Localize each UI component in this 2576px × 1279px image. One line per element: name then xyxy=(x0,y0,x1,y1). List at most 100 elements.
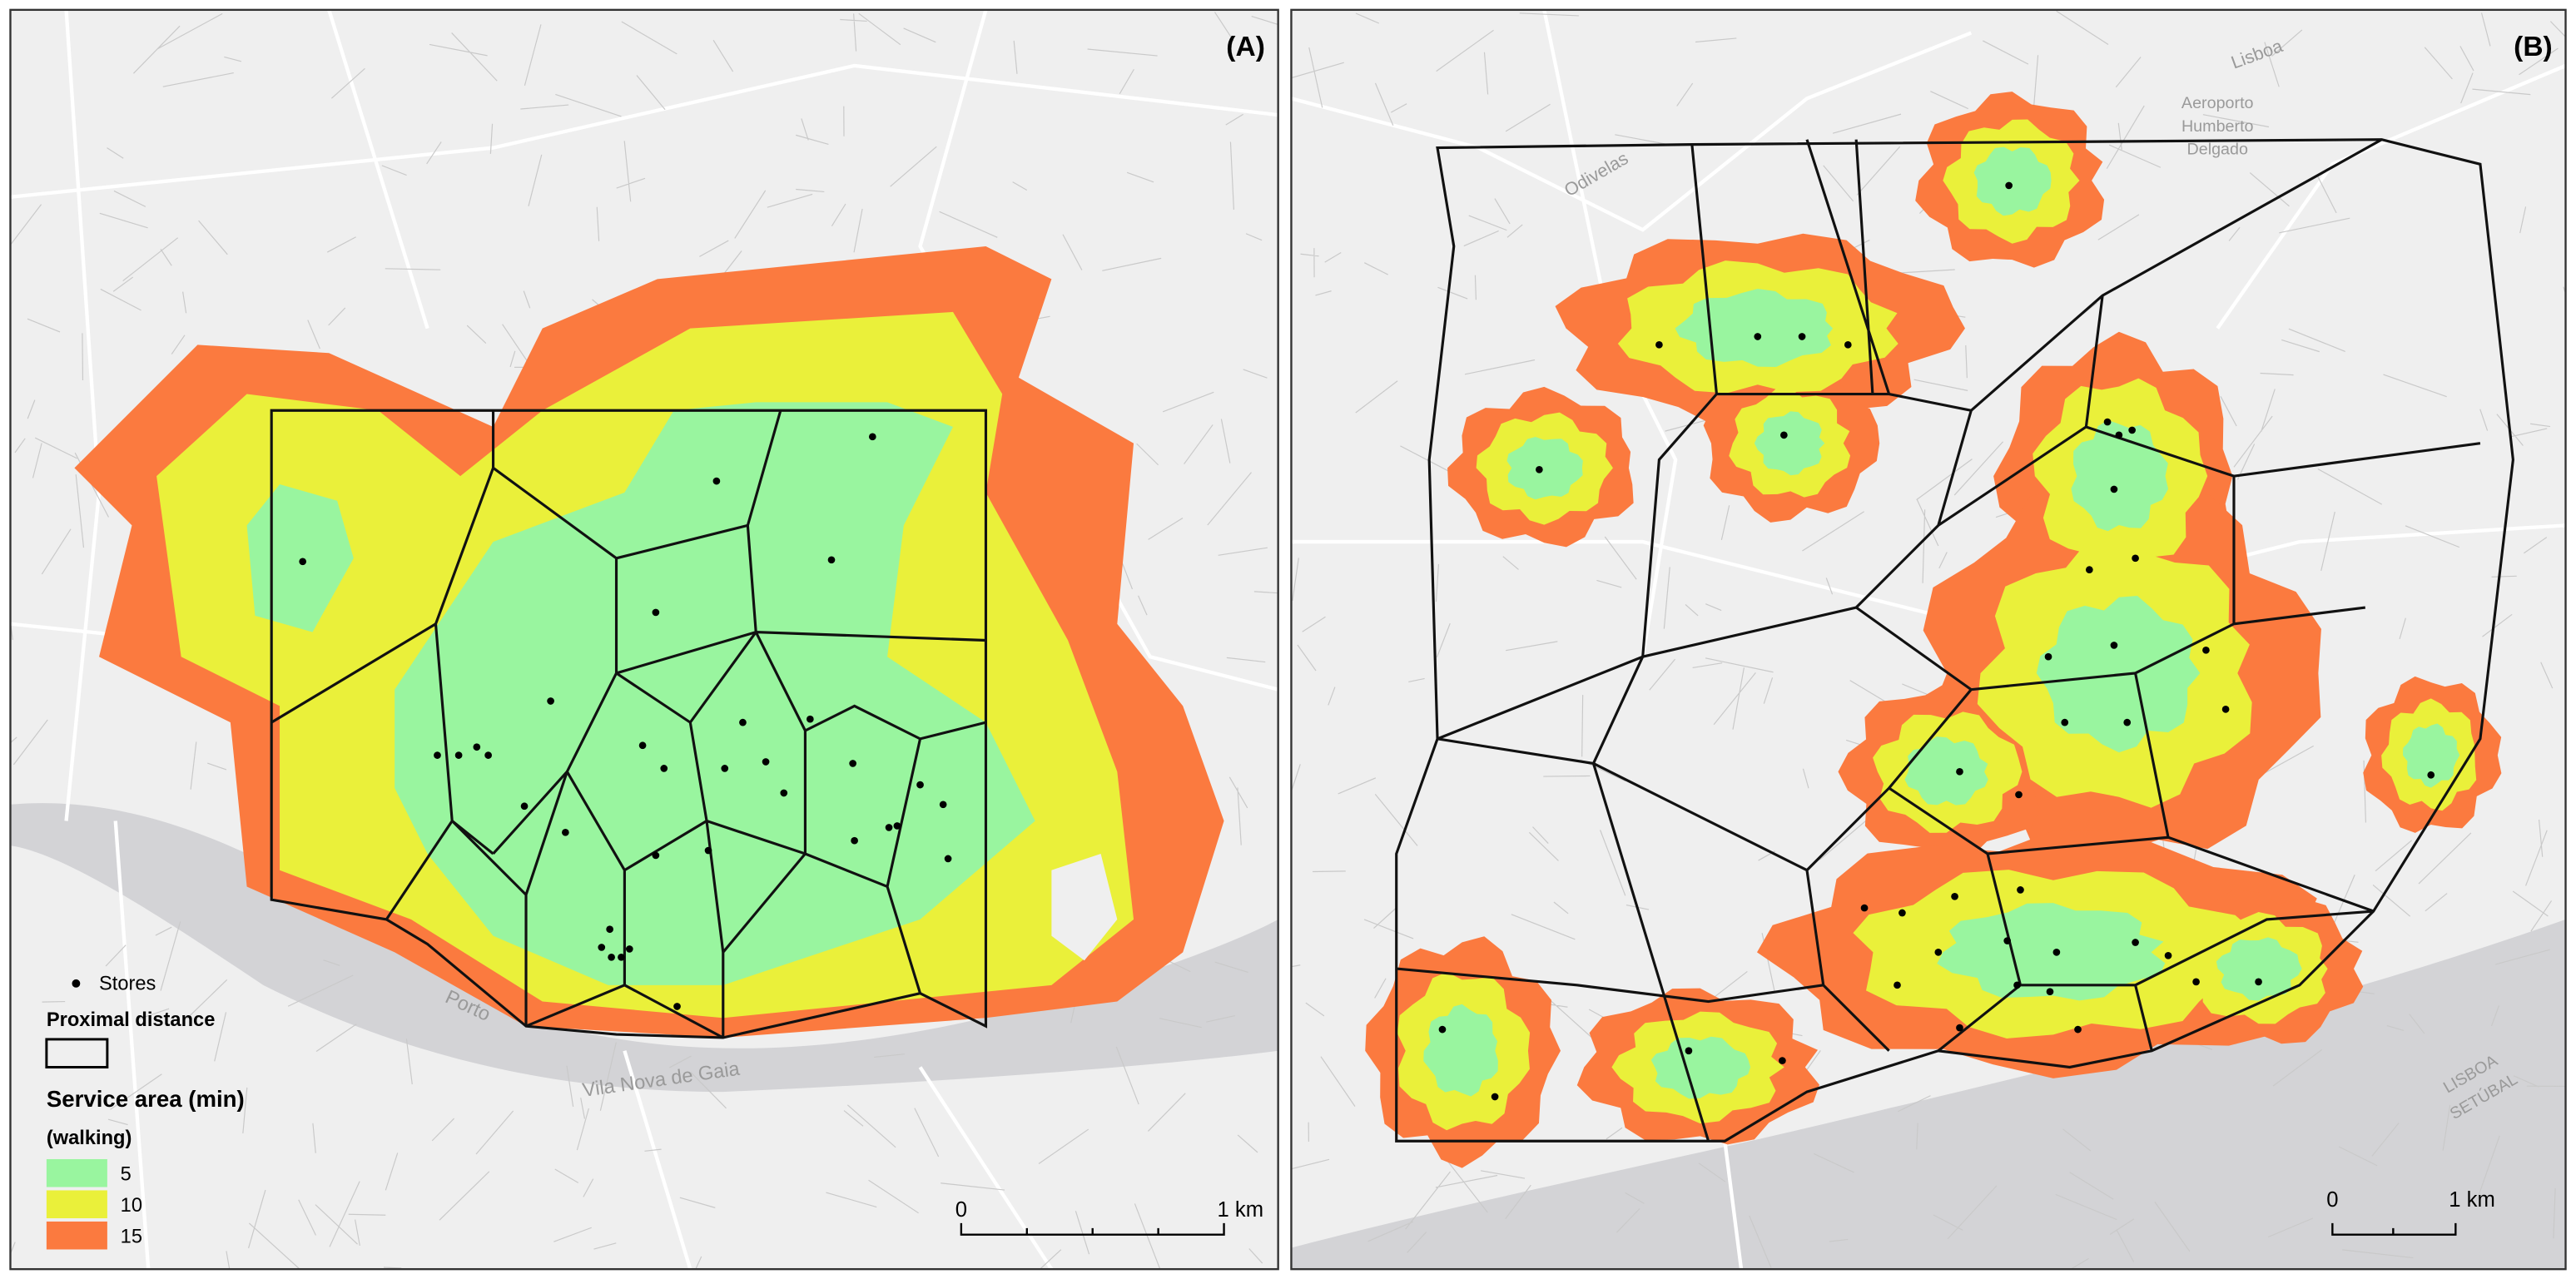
store xyxy=(939,801,947,809)
store xyxy=(2123,718,2132,726)
store xyxy=(739,718,747,726)
store xyxy=(2255,978,2262,986)
store xyxy=(547,697,554,705)
store xyxy=(2074,1025,2082,1034)
panel-frame xyxy=(1290,8,2567,1271)
store xyxy=(638,741,647,750)
store xyxy=(2110,642,2118,649)
legend-label: Stores xyxy=(99,974,156,995)
store xyxy=(2017,886,2024,894)
stores xyxy=(299,433,952,1010)
store xyxy=(618,953,625,961)
service-area xyxy=(1937,903,2166,1001)
land xyxy=(1051,853,1118,961)
streets xyxy=(1291,10,2566,1270)
store xyxy=(780,789,788,797)
street-lines xyxy=(1291,10,2566,1270)
store xyxy=(1536,465,1543,473)
store xyxy=(2046,988,2054,996)
store xyxy=(652,608,660,617)
store xyxy=(2044,652,2052,661)
river xyxy=(1291,919,2566,1270)
store xyxy=(1844,340,1852,349)
scale-bar: 0 1 km xyxy=(2326,1188,2495,1236)
store xyxy=(2110,485,2118,493)
store xyxy=(1898,909,1906,917)
store xyxy=(712,477,721,485)
store xyxy=(868,433,876,441)
store xyxy=(1956,767,1963,776)
store xyxy=(893,822,901,830)
service-area xyxy=(1754,411,1825,476)
legend-label: 15 xyxy=(121,1227,142,1248)
legend-swatch xyxy=(46,1190,107,1218)
store xyxy=(454,751,463,759)
store xyxy=(608,953,615,961)
map-panel-a: (A) Porto Vila Nova de Gaia Stores Proxi… xyxy=(10,9,1278,1270)
legend-classes: 5 10 15 xyxy=(46,1158,142,1250)
place-label: Aeroporto xyxy=(2181,94,2254,112)
store xyxy=(2115,431,2123,439)
store xyxy=(562,828,569,836)
legend-swatch xyxy=(46,1158,107,1187)
store xyxy=(2086,566,2093,573)
scale-bar: 0 1 km xyxy=(955,1198,1264,1236)
store xyxy=(660,765,668,772)
store xyxy=(827,556,836,564)
store xyxy=(2427,771,2435,779)
store xyxy=(2132,939,2139,946)
store xyxy=(434,751,441,759)
scale-label: 1 km xyxy=(2449,1188,2495,1212)
store xyxy=(2061,718,2069,726)
store xyxy=(2132,554,2139,563)
store xyxy=(885,824,893,831)
store xyxy=(849,760,856,767)
store xyxy=(1780,431,1788,439)
service-area xyxy=(1506,437,1583,500)
store xyxy=(2013,981,2021,989)
store xyxy=(2103,418,2112,426)
store xyxy=(1491,1093,1499,1101)
store xyxy=(807,715,814,723)
scale-label: 0 xyxy=(2326,1188,2338,1212)
store xyxy=(520,802,529,811)
place-label: Delgado xyxy=(2187,140,2248,158)
store xyxy=(2221,706,2230,713)
stores xyxy=(1438,181,2435,1101)
store xyxy=(598,944,606,951)
store xyxy=(762,758,770,766)
store xyxy=(2015,791,2023,799)
store xyxy=(1655,340,1663,349)
store xyxy=(1754,333,1762,340)
service-area xyxy=(2402,723,2460,788)
store xyxy=(484,751,492,759)
store xyxy=(851,836,858,845)
store xyxy=(652,851,660,860)
panel-label: (B) xyxy=(2514,32,2553,62)
scale-line xyxy=(960,1222,1225,1236)
store xyxy=(2192,978,2200,986)
service-area-5 xyxy=(395,402,1035,985)
scale-label: 1 km xyxy=(1218,1198,1264,1222)
panel-frame xyxy=(9,8,1279,1271)
store xyxy=(1685,1047,1693,1055)
service-area xyxy=(1675,289,1834,367)
store xyxy=(1894,981,1901,989)
place-label: Humberto xyxy=(2181,117,2254,136)
store xyxy=(2003,937,2012,944)
scale-line xyxy=(2331,1222,2457,1236)
store xyxy=(1951,892,1958,900)
panel-label: (A) xyxy=(1226,32,1265,62)
legend-label: Service area (min) xyxy=(47,1086,245,1112)
store xyxy=(625,945,633,953)
legend-swatch xyxy=(45,1038,109,1068)
service-area xyxy=(2071,419,2169,532)
store xyxy=(1779,1057,1786,1064)
store xyxy=(1956,1024,1963,1032)
store xyxy=(673,1003,681,1010)
service-area-5 xyxy=(246,484,354,632)
store xyxy=(2128,426,2136,434)
store xyxy=(2005,181,2013,190)
store xyxy=(606,925,613,934)
